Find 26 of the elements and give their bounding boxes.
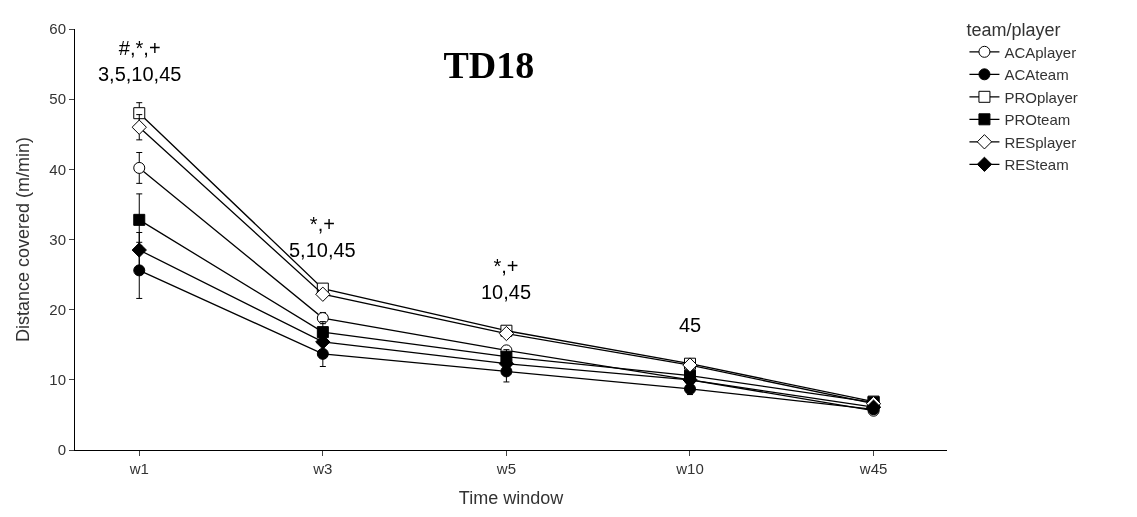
x-tick-label: w45	[858, 460, 888, 477]
legend-label: ACAplayer	[1004, 43, 1077, 61]
x-tick-label: w3	[312, 460, 333, 477]
y-tick-label: 10	[49, 371, 66, 389]
annotation: *,+ 10,45	[481, 255, 532, 303]
y-tick-label: 50	[49, 90, 66, 108]
annotation: *,+ 5,10,45	[289, 213, 356, 261]
legend-label: RESplayer	[1004, 133, 1077, 151]
y-tick-label: 30	[49, 230, 66, 248]
x-axis-title: Time window	[458, 488, 565, 509]
y-tick-label: 20	[49, 300, 66, 318]
y-tick-label: 40	[49, 160, 66, 178]
y-axis-title: Distance covered (m/min)	[12, 136, 33, 343]
legend-label: PROteam	[1004, 111, 1071, 129]
y-tick-label: 0	[57, 441, 66, 459]
legend-label: RESteam	[1004, 156, 1069, 174]
x-tick-label: w10	[675, 460, 704, 477]
x-tick-label: w1	[128, 460, 149, 477]
legend-label: ACAteam	[1004, 66, 1069, 84]
annotation: #,*,+ 3,5,10,45	[98, 37, 182, 85]
legend-title: team/player	[966, 19, 1061, 40]
x-tick-label: w5	[495, 460, 516, 477]
y-tick-label: 60	[49, 20, 66, 38]
legend-label: PROplayer	[1004, 88, 1078, 106]
chart-title: TD18	[443, 44, 535, 87]
annotation: 45	[679, 314, 702, 336]
